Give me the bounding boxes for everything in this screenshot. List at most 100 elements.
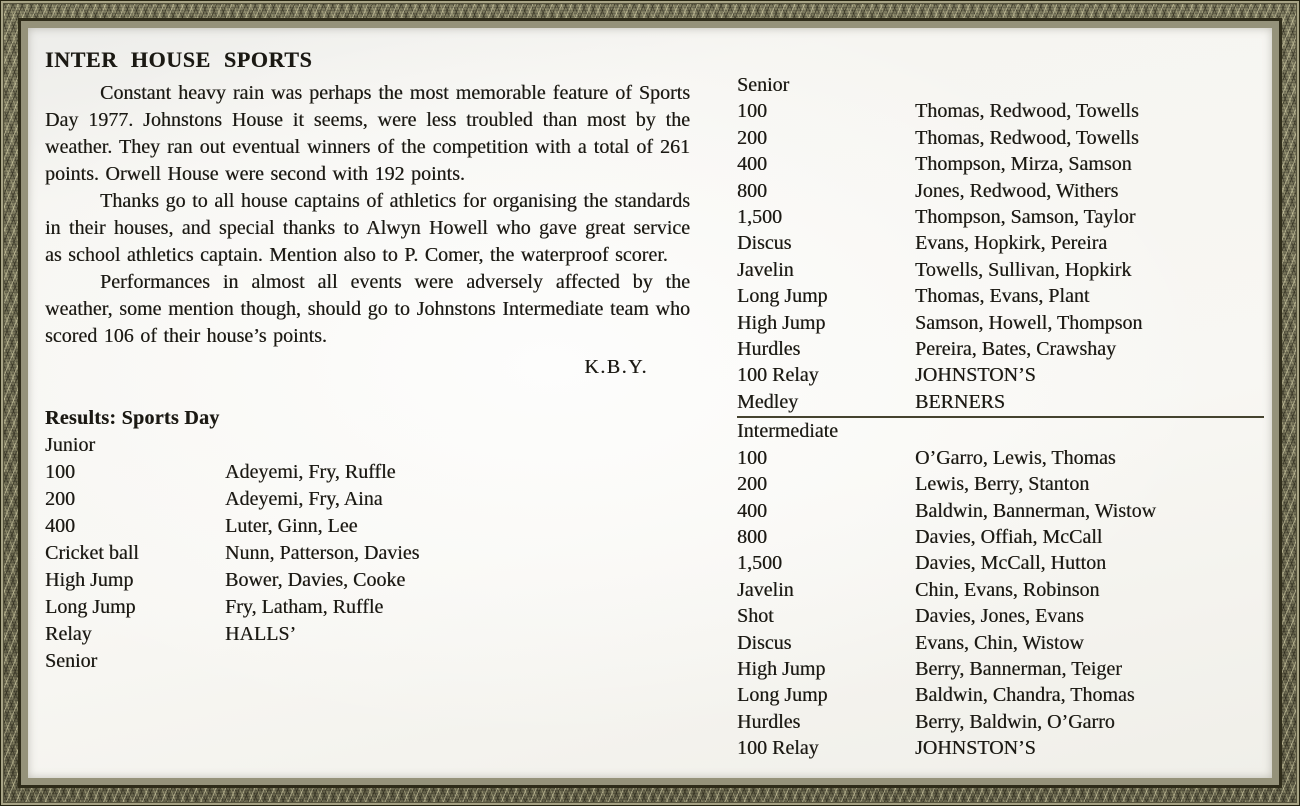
event-cell: Long Jump — [737, 684, 828, 707]
winners-cell: Pereira, Bates, Crawshay — [915, 338, 1117, 361]
results-row: High Jump Bower, Davies, Cooke — [45, 567, 690, 594]
results-row: 1,500 Thompson, Samson, Taylor — [737, 204, 1264, 230]
results-row: Medley BERNERS — [737, 389, 1264, 415]
event-cell: Long Jump — [737, 285, 828, 308]
results-row: Hurdles Pereira, Bates, Crawshay — [737, 336, 1264, 362]
article-paragraph: Performances in almost all events were a… — [45, 271, 690, 347]
section-label-junior: Junior — [45, 434, 95, 456]
event-cell: Relay — [45, 623, 92, 645]
left-column: INTER HOUSE SPORTS Constant heavy rain w… — [45, 46, 690, 675]
results-row: Discus Evans, Chin, Wistow — [737, 630, 1264, 656]
winners-cell: Berry, Bannerman, Teiger — [915, 657, 1122, 680]
results-row: 100 Relay JOHNSTON’S — [737, 362, 1264, 388]
results-row: 400 Thompson, Mirza, Samson — [737, 151, 1264, 177]
winners-cell: Adeyemi, Fry, Aina — [225, 488, 383, 510]
winners-cell: Davies, Offiah, McCall — [915, 525, 1103, 548]
winners-cell: Luter, Ginn, Lee — [225, 515, 358, 537]
event-cell: Javelin — [737, 258, 794, 281]
section-divider — [737, 416, 1264, 419]
event-cell: Medley — [737, 390, 799, 413]
intermediate-rows: 100 O’Garro, Lewis, Thomas 200 Lewis, Be… — [737, 445, 1264, 762]
results-row: 1,500 Davies, McCall, Hutton — [737, 550, 1264, 576]
event-cell: Javelin — [737, 578, 794, 601]
results-row: 100 Adeyemi, Fry, Ruffle — [45, 459, 690, 486]
winners-cell: Jones, Redwood, Withers — [915, 179, 1119, 202]
event-cell: Discus — [737, 631, 792, 654]
event-cell: High Jump — [737, 311, 826, 334]
winners-cell: Thompson, Samson, Taylor — [915, 206, 1136, 229]
section-label-senior-continuation: Senior — [45, 650, 98, 672]
event-cell: High Jump — [45, 569, 134, 591]
results-row: Javelin Towells, Sullivan, Hopkirk — [737, 257, 1264, 283]
event-cell: 100 Relay — [737, 364, 819, 387]
winners-cell: Baldwin, Chandra, Thomas — [915, 684, 1135, 707]
intermediate-section: Intermediate 100 O’Garro, Lewis, Thomas … — [737, 418, 1264, 761]
winners-cell: Evans, Hopkirk, Pereira — [915, 232, 1108, 255]
results-row: Relay HALLS’ — [45, 621, 690, 648]
junior-rows: 100 Adeyemi, Fry, Ruffle 200 Adeyemi, Fr… — [45, 459, 690, 648]
event-cell: Hurdles — [737, 338, 801, 361]
winners-cell: Towells, Sullivan, Hopkirk — [915, 258, 1132, 281]
senior-section: Senior 100 Thomas, Redwood, Towells 200 … — [737, 72, 1264, 415]
event-cell: 400 — [737, 499, 767, 522]
article-body: Constant heavy rain was perhaps the most… — [45, 80, 690, 350]
results-row: Long Jump Baldwin, Chandra, Thomas — [737, 682, 1264, 708]
winners-cell: Nunn, Patterson, Davies — [225, 542, 420, 564]
event-cell: Shot — [737, 605, 774, 628]
results-row: Javelin Chin, Evans, Robinson — [737, 577, 1264, 603]
event-cell: 800 — [737, 179, 767, 202]
winners-cell: Thomas, Redwood, Towells — [915, 126, 1139, 149]
event-cell: 1,500 — [737, 552, 782, 575]
winners-cell: O’Garro, Lewis, Thomas — [915, 446, 1116, 469]
winners-cell: Davies, Jones, Evans — [915, 605, 1084, 628]
event-cell: Discus — [737, 232, 792, 255]
article-paragraph: Thanks go to all house captains of athle… — [45, 190, 690, 266]
results-row: High Jump Berry, Bannerman, Teiger — [737, 656, 1264, 682]
winners-cell: Bower, Davies, Cooke — [225, 569, 406, 591]
winners-cell: Berry, Baldwin, O’Garro — [915, 710, 1115, 733]
winners-cell: JOHNSTON’S — [915, 364, 1036, 387]
results-row: Cricket ball Nunn, Patterson, Davies — [45, 540, 690, 567]
section-label-senior: Senior — [737, 74, 790, 96]
junior-section: Junior 100 Adeyemi, Fry, Ruffle 200 Adey… — [45, 432, 690, 675]
results-row: 800 Davies, Offiah, McCall — [737, 524, 1264, 550]
event-cell: 200 — [737, 126, 767, 149]
event-cell: 1,500 — [737, 206, 782, 229]
results-row: Shot Davies, Jones, Evans — [737, 603, 1264, 629]
event-cell: 400 — [737, 153, 767, 176]
results-row: 800 Jones, Redwood, Withers — [737, 178, 1264, 204]
section-label-intermediate: Intermediate — [737, 420, 839, 443]
winners-cell: Chin, Evans, Robinson — [915, 578, 1100, 601]
event-cell: 100 — [737, 100, 767, 123]
results-row: Discus Evans, Hopkirk, Pereira — [737, 230, 1264, 256]
winners-cell: BERNERS — [915, 390, 1006, 413]
results-row: Long Jump Thomas, Evans, Plant — [737, 283, 1264, 309]
event-cell: 100 — [737, 446, 767, 469]
event-cell: 800 — [737, 525, 767, 548]
winners-cell: Evans, Chin, Wistow — [915, 631, 1084, 654]
winners-cell: Samson, Howell, Thompson — [915, 311, 1143, 334]
results-row: Long Jump Fry, Latham, Ruffle — [45, 594, 690, 621]
results-row: 400 Baldwin, Bannerman, Wistow — [737, 498, 1264, 524]
winners-cell: Baldwin, Bannerman, Wistow — [915, 499, 1157, 522]
event-cell: Cricket ball — [45, 542, 139, 564]
article-title: INTER HOUSE SPORTS — [45, 47, 313, 72]
winners-cell: Thomas, Redwood, Towells — [915, 100, 1139, 123]
scanned-page: INTER HOUSE SPORTS Constant heavy rain w… — [28, 28, 1272, 778]
results-row: 400 Luter, Ginn, Lee — [45, 513, 690, 540]
results-row: High Jump Samson, Howell, Thompson — [737, 310, 1264, 336]
article-paragraph: Constant heavy rain was perhaps the most… — [45, 82, 690, 185]
winners-cell: Davies, McCall, Hutton — [915, 552, 1107, 575]
event-cell: 100 — [45, 461, 75, 483]
results-row: Hurdles Berry, Baldwin, O’Garro — [737, 709, 1264, 735]
winners-cell: Thompson, Mirza, Samson — [915, 153, 1132, 176]
senior-rows: 100 Thomas, Redwood, Towells 200 Thomas,… — [737, 98, 1264, 415]
winners-cell: Fry, Latham, Ruffle — [225, 596, 384, 618]
winners-cell: HALLS’ — [225, 623, 297, 645]
winners-cell: Lewis, Berry, Stanton — [915, 473, 1090, 496]
right-column: Senior 100 Thomas, Redwood, Towells 200 … — [737, 72, 1264, 762]
results-row: 200 Adeyemi, Fry, Aina — [45, 486, 690, 513]
event-cell: 200 — [45, 488, 75, 510]
article-signature: K.B.Y. — [584, 356, 648, 378]
event-cell: High Jump — [737, 657, 826, 680]
